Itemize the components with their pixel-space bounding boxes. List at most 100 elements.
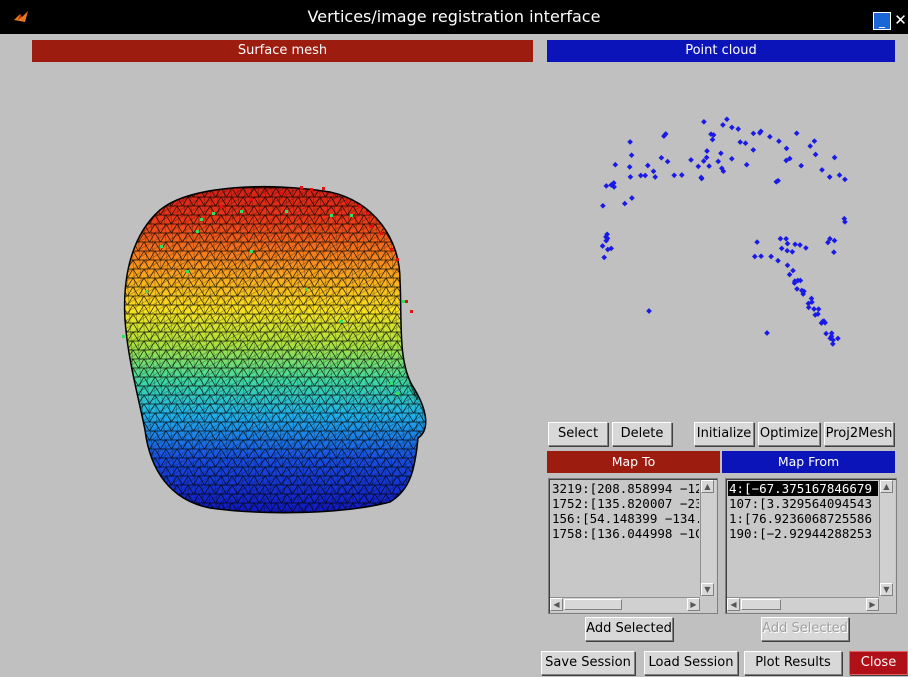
cloud-point [715, 158, 722, 165]
scroll-up-icon[interactable]: ▲ [701, 480, 714, 493]
cloud-point [828, 330, 835, 337]
cloud-point [792, 241, 798, 248]
cloud-point [621, 200, 628, 207]
point-cloud-view[interactable] [547, 66, 895, 416]
cloud-point [750, 147, 757, 153]
cloud-point [797, 242, 803, 248]
cloud-point [792, 278, 798, 284]
scroll-up-icon[interactable]: ▲ [880, 480, 893, 493]
initialize-button[interactable]: Initialize [694, 422, 754, 446]
cloud-point [784, 262, 791, 269]
list-item[interactable]: 4:[−67.375167846679 [728, 481, 878, 496]
cloud-point [811, 138, 818, 144]
cloud-point [599, 243, 606, 249]
cloud-point [703, 154, 710, 161]
minimize-button[interactable]: _ [873, 12, 891, 30]
cloud-point [798, 162, 805, 169]
surface-mesh-view[interactable] [100, 170, 460, 520]
map-from-scroll-thumb[interactable] [741, 599, 781, 610]
cloud-point [729, 124, 735, 131]
cloud-point [754, 239, 760, 245]
surface-mesh-header: Surface mesh [32, 40, 533, 62]
cloud-point [626, 164, 633, 170]
cloud-point [807, 143, 814, 149]
cloud-point [603, 183, 610, 189]
cloud-point [709, 136, 716, 143]
map-to-vertical-scrollbar[interactable]: ▲ ▼ [700, 480, 716, 596]
map-from-items[interactable]: 4:[−67.375167846679 107:[3.329564094543 1:… [728, 481, 878, 541]
cloud-point [823, 330, 829, 337]
cloud-point [801, 288, 807, 295]
cloud-point [836, 172, 843, 178]
plot-results-button[interactable]: Plot Results [744, 651, 842, 675]
cloud-point [604, 235, 611, 242]
cloud-point [637, 172, 644, 179]
cloud-point [720, 168, 727, 175]
cloud-point [728, 155, 735, 162]
cloud-point [718, 150, 724, 157]
map-to-horizontal-scrollbar[interactable]: ◀ ▶ [550, 597, 700, 612]
cloud-point [812, 151, 819, 158]
map-to-items[interactable]: 3219:[208.858994 −12 1752:[135.820007 −23… [551, 481, 699, 541]
cloud-point [646, 308, 652, 314]
cloud-point [764, 330, 770, 336]
add-selected-map-to-button[interactable]: Add Selected [585, 617, 673, 641]
list-item[interactable]: 1758:[136.044998 −1C [552, 526, 699, 541]
cloud-point [775, 177, 781, 184]
cloud-point [767, 133, 773, 140]
cloud-point [743, 161, 750, 168]
cloud-point [808, 295, 815, 302]
cloud-point [786, 271, 793, 278]
list-item[interactable]: 156:[54.148399 −134. [552, 511, 699, 526]
cloud-point [751, 253, 758, 260]
cloud-point [829, 341, 836, 347]
cloud-point [735, 126, 742, 132]
cloud-point [627, 174, 634, 180]
list-item[interactable]: 1:[76.9236068725586 [729, 511, 872, 526]
list-item[interactable]: 3219:[208.858994 −12 [552, 481, 699, 496]
cloud-point [652, 174, 659, 180]
proj2mesh-button[interactable]: Proj2Mesh [824, 422, 894, 446]
scroll-left-icon[interactable]: ◀ [550, 598, 563, 611]
load-session-button[interactable]: Load Session [644, 651, 738, 675]
select-button[interactable]: Select [548, 422, 608, 446]
delete-button[interactable]: Delete [612, 422, 672, 446]
add-selected-map-from-button[interactable]: Add Selected [761, 617, 849, 641]
list-item[interactable]: 1752:[135.820007 −23 [552, 496, 699, 511]
close-window-button[interactable]: ✕ [893, 11, 908, 30]
map-from-vertical-scrollbar[interactable]: ▲ ▼ [879, 480, 895, 596]
cloud-point [831, 154, 838, 161]
cloud-point [797, 277, 804, 284]
cloud-point [720, 122, 726, 128]
cloud-point [664, 158, 671, 165]
cloud-point [830, 337, 836, 343]
matlab-icon [14, 11, 28, 22]
map-from-header: Map From [722, 451, 895, 473]
scroll-right-icon[interactable]: ▶ [687, 598, 700, 611]
optimize-button[interactable]: Optimize [758, 422, 820, 446]
save-session-button[interactable]: Save Session [541, 651, 635, 675]
cloud-point [803, 245, 809, 251]
cloud-point [737, 139, 744, 145]
cloud-point [710, 132, 717, 138]
scroll-left-icon[interactable]: ◀ [727, 598, 740, 611]
map-to-scroll-thumb[interactable] [564, 599, 622, 610]
cloud-point [815, 306, 822, 312]
cloud-point [826, 174, 833, 180]
map-from-horizontal-scrollbar[interactable]: ◀ ▶ [727, 597, 879, 612]
close-button[interactable]: Close [849, 651, 908, 675]
scroll-down-icon[interactable]: ▼ [880, 583, 893, 596]
map-from-list[interactable]: 4:[−67.375167846679 107:[3.329564094543 1:… [725, 478, 897, 614]
scroll-right-icon[interactable]: ▶ [866, 598, 879, 611]
map-to-list[interactable]: 3219:[208.858994 −12 1752:[135.820007 −23… [548, 478, 718, 614]
cloud-point [789, 248, 796, 255]
cloud-point [835, 335, 841, 342]
cloud-point [825, 239, 831, 246]
cloud-point [784, 240, 791, 247]
cloud-point [784, 247, 791, 254]
cloud-point [842, 176, 848, 183]
list-item[interactable]: 107:[3.329564094543 [729, 496, 872, 511]
list-item[interactable]: 190:[−2.92944288253 [729, 526, 872, 541]
cloud-point [841, 215, 848, 222]
scroll-down-icon[interactable]: ▼ [701, 583, 714, 596]
